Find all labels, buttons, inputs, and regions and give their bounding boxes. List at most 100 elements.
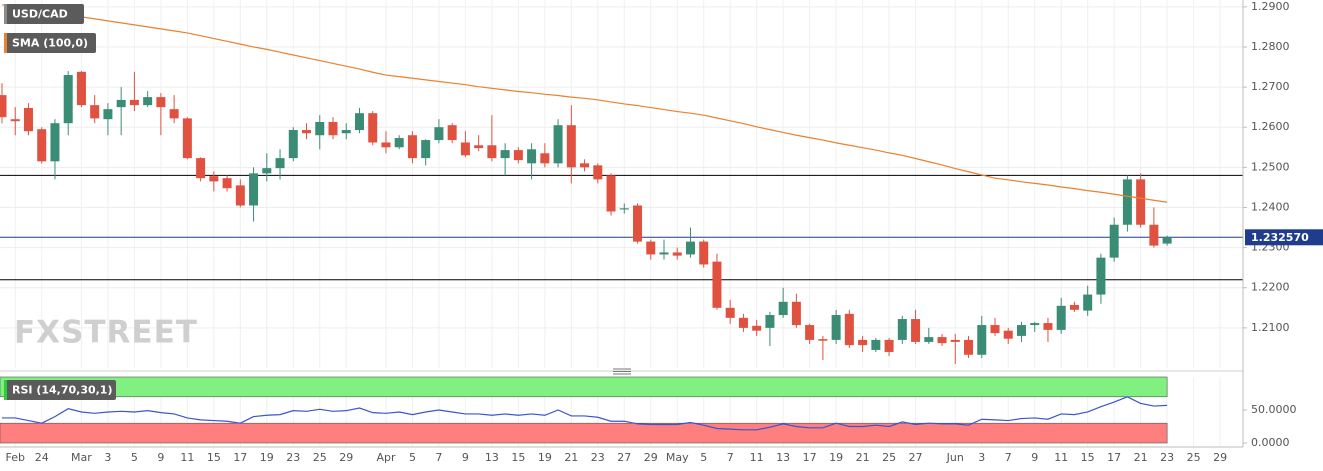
candle-body <box>129 99 139 106</box>
x-tick-label: 21 <box>856 451 870 464</box>
x-tick-label: 13 <box>776 451 790 464</box>
candle-body <box>209 176 219 182</box>
candle-body <box>752 325 762 331</box>
candle-body <box>633 205 643 242</box>
candle-body <box>235 185 245 206</box>
x-tick-label: 23 <box>1160 451 1174 464</box>
x-tick-label: 19 <box>260 451 274 464</box>
x-tick-label: 7 <box>727 451 734 464</box>
legend-accent <box>4 33 7 53</box>
x-tick-label: 5 <box>409 451 416 464</box>
candle-body <box>368 113 378 143</box>
legend-label: SMA (100,0) <box>12 37 88 50</box>
candle-body <box>143 97 153 106</box>
candle-body <box>1016 325 1026 336</box>
legend-label: RSI (14,70,30,1) <box>12 384 112 397</box>
x-tick-label: 15 <box>207 451 221 464</box>
candle-body <box>725 307 735 318</box>
x-tick-label: 24 <box>35 451 49 464</box>
candle-body <box>1083 294 1093 311</box>
candle-body <box>1162 237 1172 244</box>
x-tick-label: 17 <box>803 451 817 464</box>
x-tick-label: 9 <box>157 451 164 464</box>
candle-body <box>262 168 272 174</box>
legend-accent <box>4 4 7 24</box>
x-tick-label: 27 <box>909 451 923 464</box>
candle-body <box>513 150 523 161</box>
candle-body <box>778 301 788 316</box>
candle-body <box>527 149 537 164</box>
x-tick-label: Jun <box>946 451 964 464</box>
x-tick-label: 9 <box>462 451 469 464</box>
candle-body <box>354 113 364 131</box>
candle-body <box>712 261 722 308</box>
candle-body <box>156 97 166 108</box>
candle-body <box>871 339 881 350</box>
candle-body <box>897 319 907 340</box>
x-tick-label: 5 <box>131 451 138 464</box>
candle-body <box>619 208 629 210</box>
rsi-band <box>0 422 1168 444</box>
y-tick-label: 0.0000 <box>1251 436 1290 449</box>
y-tick-label: 1.2600 <box>1251 120 1290 133</box>
marks-layer <box>0 4 1243 431</box>
x-tick-label: 29 <box>1213 451 1227 464</box>
candle-body <box>0 95 7 118</box>
x-tick-label: 3 <box>104 451 111 464</box>
legend-box <box>4 33 96 53</box>
candle-body <box>1096 257 1106 295</box>
x-tick-label: 23 <box>591 451 605 464</box>
candle-body <box>222 178 232 189</box>
legend-accent <box>4 380 7 400</box>
candle-body <box>275 158 285 169</box>
candle-body <box>672 252 682 256</box>
candle-body <box>76 71 86 106</box>
candle-body <box>699 241 709 265</box>
candle-body <box>103 109 113 120</box>
x-tick-label: 21 <box>1134 451 1148 464</box>
x-tick-label: 11 <box>1054 451 1068 464</box>
candle-body <box>23 107 33 132</box>
y-tick-label: 1.2900 <box>1251 0 1290 13</box>
x-tick-label: 5 <box>700 451 707 464</box>
candle-body <box>1069 304 1079 310</box>
candle-body <box>302 130 312 134</box>
candle-body <box>765 315 775 328</box>
candle-body <box>659 252 669 255</box>
x-tick-label: 7 <box>435 451 442 464</box>
x-tick-label: 15 <box>1081 451 1095 464</box>
x-tick-label: Mar <box>71 451 92 464</box>
x-tick-label: 29 <box>644 451 658 464</box>
x-tick-label: 29 <box>339 451 353 464</box>
candle-body <box>169 109 179 119</box>
legend-box <box>4 4 84 24</box>
candle-body <box>738 317 748 328</box>
legend-box <box>4 380 116 400</box>
x-tick-label: May <box>666 451 689 464</box>
candle-body <box>116 99 126 108</box>
x-tick-label: 15 <box>511 451 525 464</box>
x-tick-label: 21 <box>564 451 578 464</box>
x-tick-label: 19 <box>829 451 843 464</box>
candle-body <box>394 138 404 148</box>
y-tick-label: 50.0000 <box>1251 403 1297 416</box>
x-tick-label: 9 <box>1031 451 1038 464</box>
candle-body <box>50 123 60 162</box>
y-tick-label: 1.2500 <box>1251 160 1290 173</box>
x-tick-label: 3 <box>978 451 985 464</box>
candle-body <box>182 118 192 159</box>
y-tick-label: 1.2700 <box>1251 80 1290 93</box>
candle-body <box>858 339 868 346</box>
candle-body <box>90 105 100 119</box>
x-tick-label: Feb <box>5 451 24 464</box>
candle-body <box>1122 179 1132 225</box>
candle-body <box>884 339 894 352</box>
x-tick-label: 27 <box>617 451 631 464</box>
candle-body <box>990 325 1000 334</box>
candle-body <box>1056 305 1066 330</box>
candle-body <box>474 145 484 149</box>
candle-body <box>791 301 801 326</box>
candle-body <box>328 121 338 136</box>
